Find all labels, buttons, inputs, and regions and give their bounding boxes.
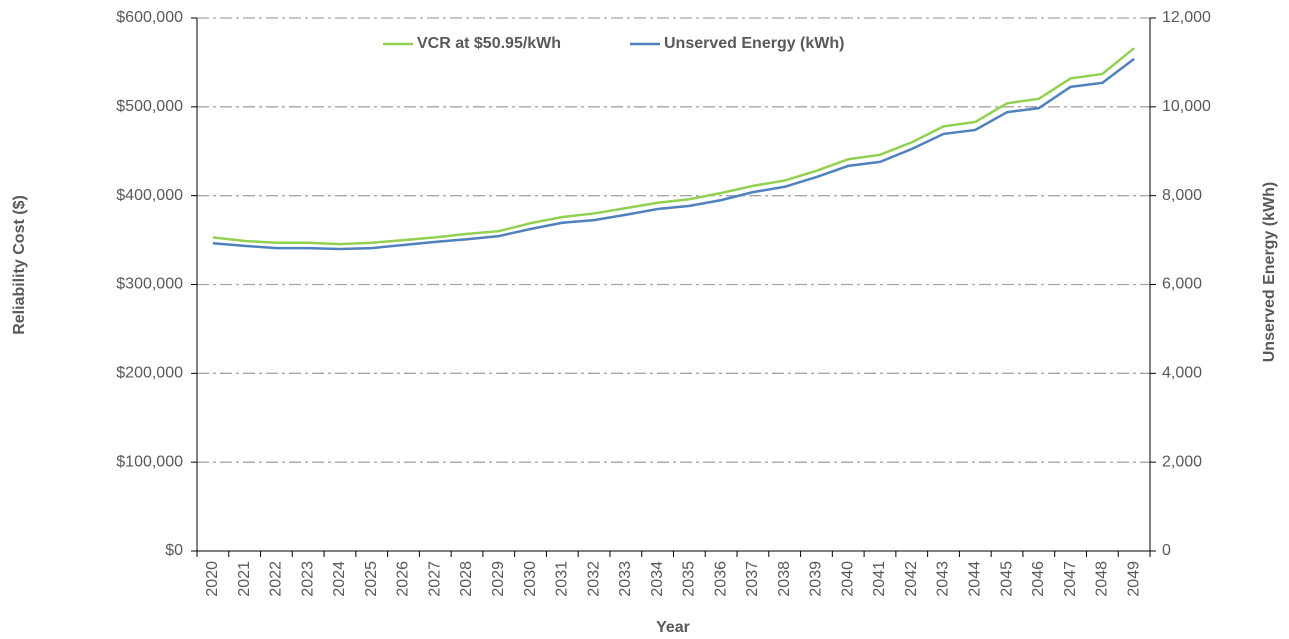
x-tick-label: 2023	[299, 561, 316, 597]
x-tick-label: 2034	[649, 561, 666, 597]
x-tick-label: 2049	[1125, 561, 1142, 597]
series-line	[212, 47, 1135, 246]
y2-tick-label: 8,000	[1162, 187, 1202, 204]
x-tick-label: 2027	[426, 561, 443, 597]
y-tick-label: $0	[165, 542, 183, 559]
y-tick-label: $200,000	[116, 365, 183, 382]
x-tick-label: 2039	[808, 561, 825, 597]
legend-label: Unserved Energy (kWh)	[664, 35, 844, 52]
x-tick-label: 2021	[236, 561, 253, 597]
x-tick-label: 2025	[363, 561, 380, 597]
y-tick-label: $400,000	[116, 187, 183, 204]
series-line	[212, 57, 1135, 251]
y2-tick-label: 4,000	[1162, 365, 1202, 382]
y-tick-label: $600,000	[116, 9, 183, 26]
x-tick-label: 2048	[1094, 561, 1111, 597]
x-tick-label: 2040	[839, 561, 856, 597]
y2-tick-label: 6,000	[1162, 276, 1202, 293]
y2-tick-label: 10,000	[1162, 98, 1211, 115]
x-tick-label: 2032	[585, 561, 602, 597]
x-tick-label: 2026	[395, 561, 412, 597]
x-tick-label: 2033	[617, 561, 634, 597]
y2-axis-title: Unserved Energy (kWh)	[1261, 182, 1278, 362]
x-axis-title: Year	[656, 619, 690, 636]
x-tick-label: 2045	[998, 561, 1015, 597]
x-tick-label: 2043	[935, 561, 952, 597]
x-tick-label: 2022	[268, 561, 285, 597]
x-tick-label: 2047	[1062, 561, 1079, 597]
y2-tick-label: 0	[1162, 542, 1171, 559]
x-tick-label: 2035	[681, 561, 698, 597]
x-tick-label: 2028	[458, 561, 475, 597]
x-tick-label: 2041	[871, 561, 888, 597]
y2-tick-label: 2,000	[1162, 453, 1202, 470]
x-tick-label: 2030	[522, 561, 539, 597]
legend-label: VCR at $50.95/kWh	[417, 35, 561, 52]
y-axis-title: Reliability Cost ($)	[11, 195, 28, 335]
y2-tick-label: 12,000	[1162, 9, 1211, 26]
x-tick-label: 2031	[554, 561, 571, 597]
x-tick-label: 2046	[1030, 561, 1047, 597]
y-tick-label: $100,000	[116, 453, 183, 470]
x-tick-label: 2042	[903, 561, 920, 597]
y-tick-label: $300,000	[116, 276, 183, 293]
x-tick-label: 2036	[712, 561, 729, 597]
x-tick-label: 2044	[967, 561, 984, 597]
x-tick-label: 2037	[744, 561, 761, 597]
x-tick-label: 2024	[331, 561, 348, 597]
x-tick-label: 2029	[490, 561, 507, 597]
x-tick-label: 2038	[776, 561, 793, 597]
y-tick-label: $500,000	[116, 98, 183, 115]
x-tick-label: 2020	[204, 561, 221, 597]
